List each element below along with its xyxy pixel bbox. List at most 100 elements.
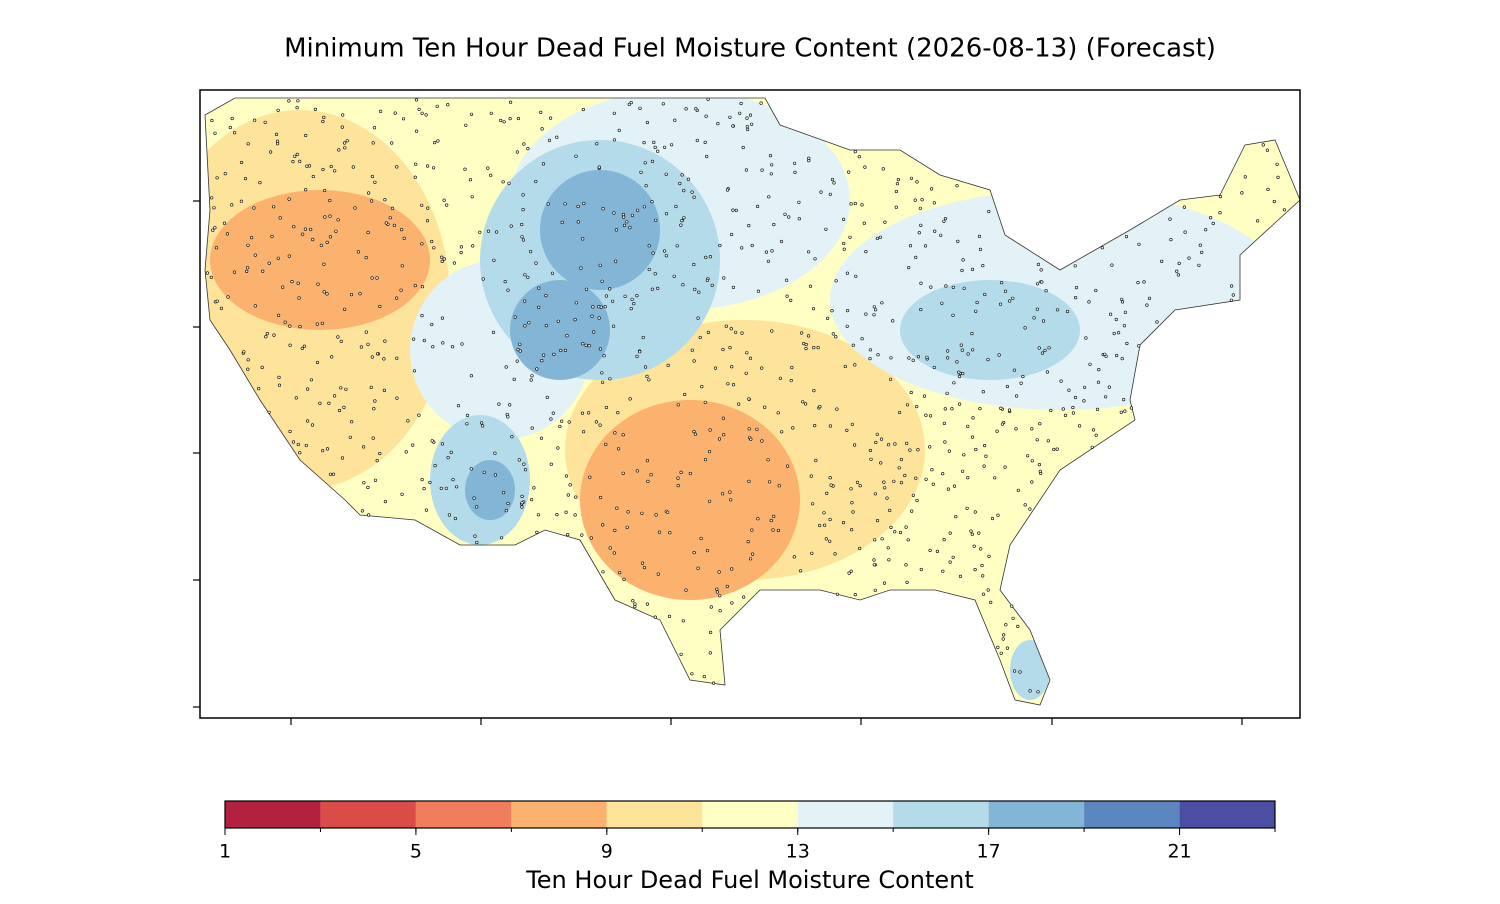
station [600,279,604,283]
station [471,244,475,248]
station [470,195,474,199]
station [889,525,893,530]
station [1160,259,1164,264]
station [526,275,530,279]
station [424,113,428,117]
station [1110,263,1114,267]
station [747,427,751,431]
station [915,180,919,184]
station [766,259,771,263]
station [707,499,712,503]
station [842,241,846,246]
station [305,164,309,168]
station [1077,424,1082,428]
station [459,245,464,249]
station [850,501,854,505]
station [440,255,444,259]
station [563,202,567,206]
station [371,141,375,145]
colorbar-tick-label: 9 [601,841,613,863]
station [359,345,364,349]
station [1063,413,1068,418]
station [770,329,774,333]
station [1030,427,1034,431]
station [452,261,457,265]
station [951,313,955,317]
station [232,270,237,274]
station [523,299,527,303]
station [940,301,944,305]
station [740,331,744,335]
station [310,423,315,427]
station [845,271,850,275]
station [825,491,829,496]
station [395,296,399,300]
station [874,440,878,445]
station [645,459,650,463]
station [1147,296,1152,301]
station [889,356,893,360]
station [676,484,680,488]
station [896,178,901,182]
station [942,421,947,426]
station [792,555,796,559]
station [720,492,725,496]
station [1200,250,1204,254]
station [295,152,299,156]
station [451,478,455,482]
station [643,365,648,369]
station [1137,344,1141,348]
station [975,300,979,305]
station [813,424,817,428]
station [420,203,424,207]
station [952,381,956,385]
station [704,114,708,118]
station [401,117,406,121]
station [830,177,835,182]
station [633,602,637,606]
station [651,251,655,255]
station [955,360,959,364]
station [463,167,467,171]
station [436,139,440,143]
station [298,159,302,163]
station [584,287,589,291]
station [445,203,449,207]
station [366,342,370,346]
station [914,476,918,480]
station [269,150,273,154]
station [1028,507,1032,511]
station [793,170,797,174]
station [520,501,524,505]
station [860,203,864,207]
station [390,206,395,210]
station [214,246,219,250]
station [424,508,429,512]
station [708,630,713,635]
station [615,506,619,510]
station [941,472,945,476]
station [957,402,962,406]
station [343,146,347,150]
station [966,424,970,428]
station [748,356,753,360]
station [296,99,300,103]
station [649,473,653,477]
station [908,448,912,452]
station [925,355,929,359]
station [942,219,946,223]
station [1197,263,1201,267]
station [640,561,645,565]
station [628,226,632,230]
station [662,145,667,149]
station [610,299,615,303]
station [706,97,710,101]
station [534,179,538,184]
station [555,512,559,517]
station [245,269,249,274]
station [1038,469,1042,474]
station [882,581,887,585]
station [905,441,909,446]
station [253,118,257,122]
station [755,204,760,208]
